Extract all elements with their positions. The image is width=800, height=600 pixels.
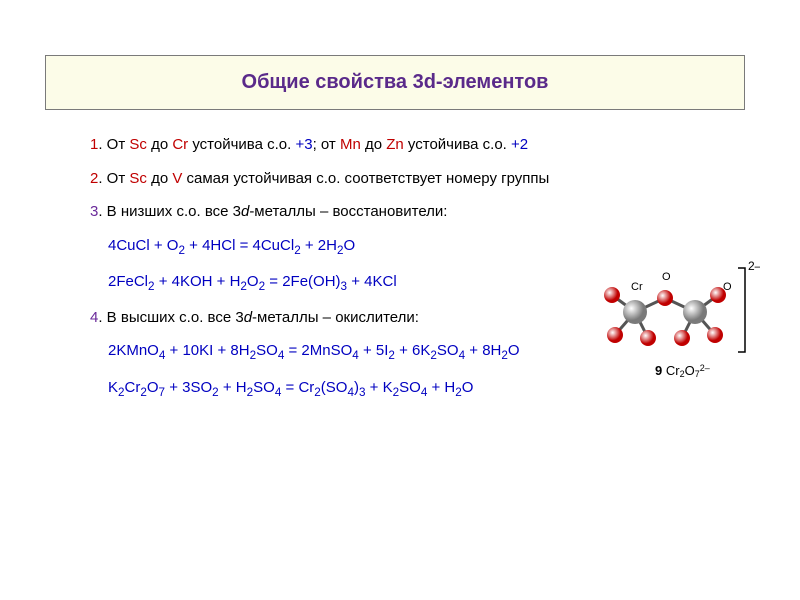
svg-text:2–: 2– — [748, 259, 760, 273]
item-1-body: . От Sc до Cr устойчива с.о. +3; от Mn д… — [98, 136, 528, 153]
svg-text:O: O — [723, 281, 732, 293]
title-text: Общие свойства 3d-элементов — [242, 71, 549, 94]
item-2-body: . От Sc до V самая устойчивая с.о. соотв… — [98, 170, 549, 187]
title-box: Общие свойства 3d-элементов — [45, 55, 745, 110]
item-4-body: . В высших с.о. все 3d-металлы – окислит… — [98, 309, 419, 326]
molecule-figure: 2– Cr O O 9 Cr2O72– — [580, 240, 760, 390]
item-3-body: . В низших с.о. все 3d-металлы – восстан… — [98, 203, 447, 220]
item-2: 2. От Sc до V самая устойчивая с.о. соот… — [90, 169, 750, 189]
item-3: 3. В низших с.о. все 3d-металлы – восста… — [90, 202, 750, 222]
item-1: 1. От Sc до Cr устойчива с.о. +3; от Mn … — [90, 135, 750, 155]
svg-text:9 Cr2O72–: 9 Cr2O72– — [655, 363, 710, 379]
svg-text:O: O — [662, 271, 671, 283]
svg-text:Cr: Cr — [631, 281, 643, 293]
